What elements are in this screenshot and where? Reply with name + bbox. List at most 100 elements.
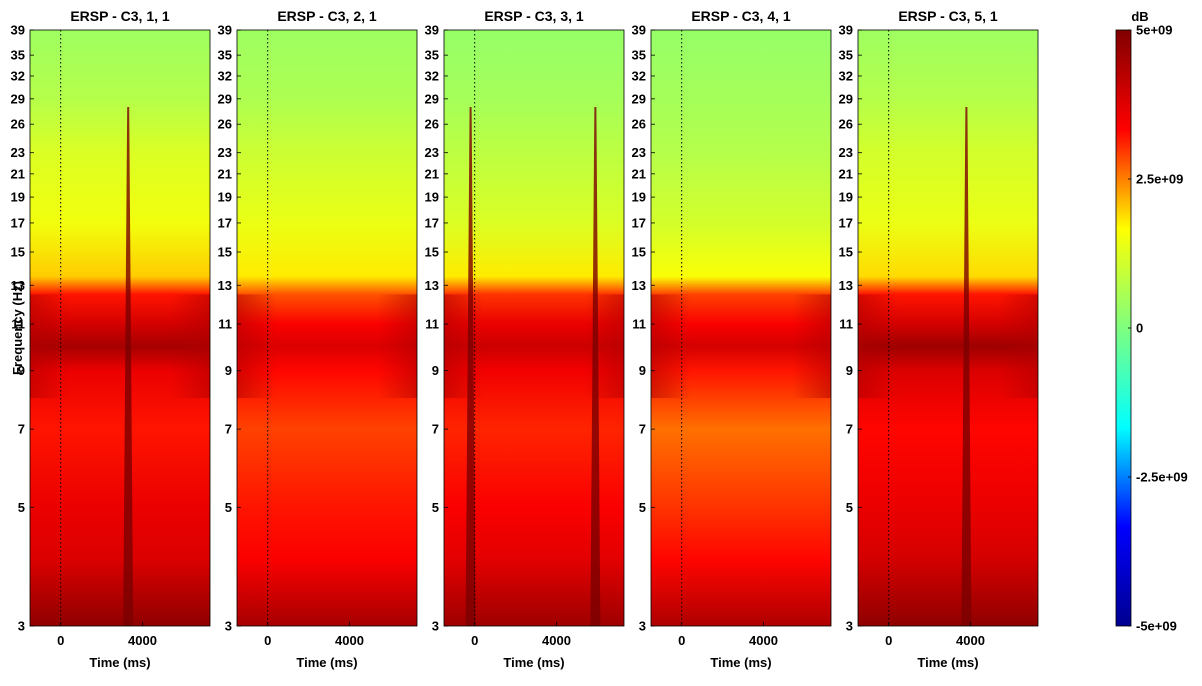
y-tick-label: 29 [839, 91, 853, 106]
y-tick-label: 21 [839, 166, 853, 181]
power-streak-2 [590, 106, 601, 626]
y-tick-label: 15 [839, 245, 853, 260]
y-tick-label: 11 [425, 317, 439, 332]
power-streak-1 [961, 106, 972, 626]
y-tick-label: 26 [632, 117, 646, 132]
y-axis-label: Frequency (Hz) [10, 281, 25, 375]
y-tick-label: 39 [839, 23, 853, 38]
y-tick-label: 3 [846, 619, 853, 634]
colorbar-tick-label: 2.5e+09 [1136, 172, 1183, 187]
y-tick-label: 5 [225, 500, 232, 515]
y-tick-label: 15 [11, 245, 25, 260]
y-tick-label: 23 [425, 145, 439, 160]
x-axis-label: Time (ms) [89, 655, 150, 670]
alpha-band-shading [858, 294, 1038, 399]
panel-title: ERSP - C3, 5, 1 [898, 8, 998, 24]
y-tick-label: 19 [632, 190, 646, 205]
x-axis-label: Time (ms) [710, 655, 771, 670]
y-tick-label: 19 [11, 190, 25, 205]
colorbar-tick-label: -5e+09 [1136, 619, 1177, 634]
y-tick-label: 13 [632, 278, 646, 293]
y-tick-label: 26 [11, 117, 25, 132]
y-tick-label: 29 [425, 91, 439, 106]
power-streak-1 [465, 106, 476, 626]
x-tick-label: 0 [57, 633, 64, 648]
x-tick-label: 0 [885, 633, 892, 648]
y-tick-label: 39 [425, 23, 439, 38]
colorbar-tick-label: -2.5e+09 [1136, 470, 1188, 485]
x-tick-label: 4000 [335, 633, 364, 648]
y-tick-label: 39 [11, 23, 25, 38]
x-tick-label: 0 [678, 633, 685, 648]
x-tick-label: 0 [471, 633, 478, 648]
y-tick-label: 32 [11, 68, 25, 83]
y-tick-label: 29 [11, 91, 25, 106]
y-tick-label: 15 [218, 245, 232, 260]
y-tick-label: 7 [18, 422, 25, 437]
y-tick-label: 15 [632, 245, 646, 260]
y-tick-label: 5 [432, 500, 439, 515]
y-tick-label: 32 [218, 68, 232, 83]
y-tick-label: 19 [425, 190, 439, 205]
x-axis-label: Time (ms) [503, 655, 564, 670]
colorbar-tick-label: 0 [1136, 321, 1143, 336]
panel-title: ERSP - C3, 1, 1 [70, 8, 170, 24]
y-tick-label: 7 [225, 422, 232, 437]
y-tick-label: 23 [632, 145, 646, 160]
axes-frame [443, 29, 625, 627]
y-tick-label: 19 [218, 190, 232, 205]
y-tick-label: 32 [425, 68, 439, 83]
y-tick-label: 17 [218, 215, 232, 230]
y-tick-label: 39 [632, 23, 646, 38]
y-tick-label: 35 [839, 48, 853, 63]
y-tick-label: 19 [839, 190, 853, 205]
alpha-band-shading [237, 294, 417, 399]
y-tick-label: 32 [632, 68, 646, 83]
y-tick-label: 3 [639, 619, 646, 634]
y-tick-label: 35 [11, 48, 25, 63]
panel-title: ERSP - C3, 4, 1 [691, 8, 791, 24]
y-tick-label: 29 [218, 91, 232, 106]
y-tick-label: 11 [218, 317, 232, 332]
y-tick-label: 9 [846, 363, 853, 378]
colorbar: dB 5e+09 2.5e+09 0 -2.5e+09 -5e+09 [1115, 9, 1188, 634]
colorbar-tick-label: 5e+09 [1136, 23, 1173, 38]
y-tick-label: 26 [839, 117, 853, 132]
x-tick-label: 4000 [749, 633, 778, 648]
y-tick-label: 3 [225, 619, 232, 634]
y-tick-label: 3 [18, 619, 25, 634]
y-tick-label: 9 [18, 363, 25, 378]
y-tick-label: 21 [632, 166, 646, 181]
y-tick-label: 11 [11, 317, 25, 332]
y-tick-label: 23 [218, 145, 232, 160]
y-tick-label: 21 [11, 166, 25, 181]
x-axis-label: Time (ms) [917, 655, 978, 670]
x-axis-label: Time (ms) [296, 655, 357, 670]
y-tick-label: 23 [11, 145, 25, 160]
y-tick-label: 32 [839, 68, 853, 83]
y-tick-label: 35 [425, 48, 439, 63]
y-tick-label: 21 [425, 166, 439, 181]
y-tick-label: 17 [425, 215, 439, 230]
axes-frame [236, 29, 418, 627]
y-tick-label: 9 [225, 363, 232, 378]
y-tick-label: 23 [839, 145, 853, 160]
y-tick-label: 26 [218, 117, 232, 132]
x-tick-label: 0 [264, 633, 271, 648]
y-tick-label: 7 [639, 422, 646, 437]
y-tick-label: 13 [839, 278, 853, 293]
power-streak-1 [123, 106, 134, 626]
y-tick-label: 5 [846, 500, 853, 515]
x-tick-label: 4000 [128, 633, 157, 648]
x-tick-label: 4000 [542, 633, 571, 648]
y-tick-label: 9 [432, 363, 439, 378]
y-tick-label: 11 [632, 317, 646, 332]
y-tick-label: 7 [846, 422, 853, 437]
